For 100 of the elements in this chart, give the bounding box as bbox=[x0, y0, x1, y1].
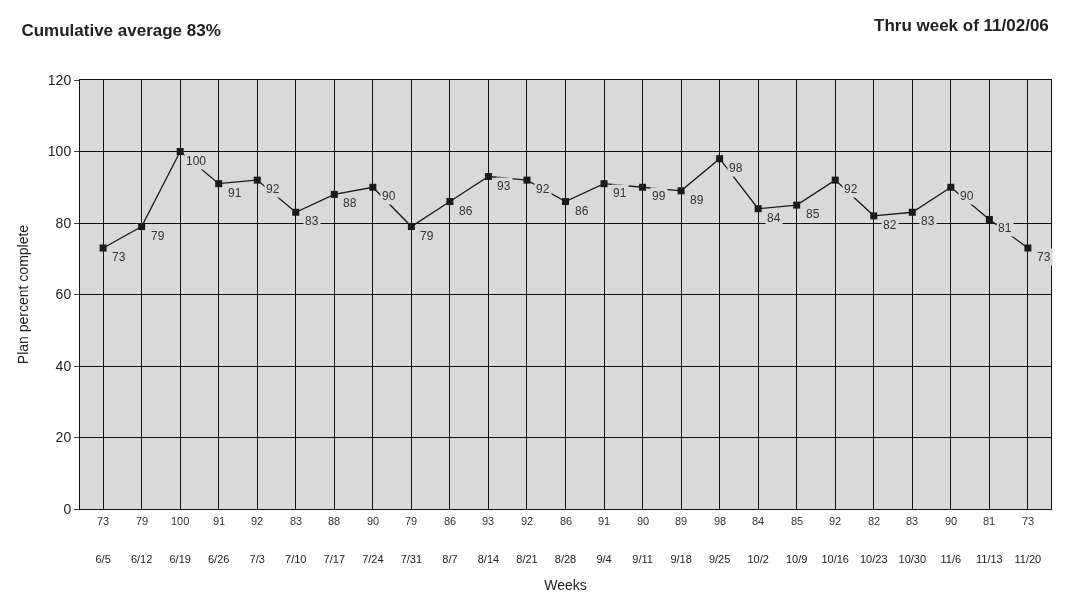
data-label: 100 bbox=[171, 515, 190, 527]
x-tick-label: 11/6 bbox=[940, 553, 962, 566]
data-label: 93 bbox=[482, 515, 495, 527]
point bbox=[484, 173, 492, 181]
point bbox=[754, 205, 762, 213]
annotation: 92 bbox=[844, 182, 858, 196]
annotation: 83 bbox=[921, 214, 935, 228]
annotation: 91 bbox=[613, 186, 627, 200]
y-tick-label: 120 bbox=[47, 71, 72, 88]
point bbox=[369, 183, 377, 191]
data-label: 92 bbox=[829, 515, 842, 527]
point bbox=[793, 201, 801, 209]
annotation: 100 bbox=[186, 154, 207, 168]
x-tick-label: 11/20 bbox=[1014, 553, 1042, 566]
point bbox=[215, 180, 223, 188]
point bbox=[677, 187, 685, 195]
annotation: 89 bbox=[690, 193, 704, 207]
point bbox=[138, 223, 146, 231]
point bbox=[523, 176, 531, 184]
x-axis-title: Weeks bbox=[544, 576, 587, 593]
point bbox=[831, 176, 839, 184]
point bbox=[1024, 244, 1032, 252]
annotation: 98 bbox=[729, 161, 743, 175]
data-label: 86 bbox=[444, 515, 457, 527]
x-tick-label: 6/5 bbox=[95, 553, 111, 566]
annotation: 79 bbox=[151, 229, 165, 243]
x-tick-label: 8/14 bbox=[477, 553, 500, 566]
x-tick-label: 10/16 bbox=[821, 553, 849, 566]
data-label: 90 bbox=[367, 515, 380, 527]
x-tick-label: 6/19 bbox=[169, 553, 191, 566]
annotation: 90 bbox=[382, 189, 396, 203]
data-label: 79 bbox=[136, 515, 149, 527]
x-tick-label: 10/2 bbox=[747, 553, 769, 566]
annotation: 84 bbox=[767, 211, 781, 225]
x-tick-label: 8/7 bbox=[442, 553, 458, 566]
data-label: 91 bbox=[598, 515, 611, 527]
text: 90 bbox=[637, 515, 650, 527]
y-tick-label: 100 bbox=[47, 143, 72, 160]
annotation: 92 bbox=[266, 182, 280, 196]
data-label: 85 bbox=[791, 515, 804, 527]
annotation: 90 bbox=[960, 189, 974, 203]
point bbox=[446, 198, 454, 206]
point bbox=[600, 180, 608, 188]
annotation: 92 bbox=[536, 182, 550, 196]
y-tick-label: 40 bbox=[55, 357, 72, 374]
point bbox=[985, 215, 993, 223]
y-tick-label: 0 bbox=[63, 500, 72, 517]
x-tick-label: 7/10 bbox=[285, 553, 307, 566]
point bbox=[99, 244, 107, 252]
data-label: 84 bbox=[752, 515, 765, 527]
annotation: 88 bbox=[343, 196, 357, 210]
point bbox=[253, 176, 261, 184]
x-tick-label: 7/3 bbox=[249, 553, 265, 566]
point bbox=[908, 208, 916, 216]
chart-subtitle: Thru week of 11/02/06 bbox=[874, 16, 1049, 35]
x-tick-label: 11/13 bbox=[975, 553, 1003, 566]
x-tick-label: 9/11 bbox=[632, 553, 653, 566]
x-tick-label: 6/26 bbox=[208, 553, 230, 566]
data-label: 92 bbox=[251, 515, 264, 527]
annotation: 85 bbox=[806, 207, 820, 221]
point bbox=[947, 183, 955, 191]
data-label: 79 bbox=[405, 515, 418, 527]
y-tick-label: 80 bbox=[55, 214, 72, 231]
data-label: 82 bbox=[868, 515, 881, 527]
data-label: 92 bbox=[521, 515, 534, 527]
data-label: 81 bbox=[983, 515, 996, 527]
x-tick-label: 8/21 bbox=[516, 553, 538, 566]
annotation: 81 bbox=[998, 221, 1012, 235]
annotation: 73 bbox=[112, 250, 126, 264]
x-tick-label: 10/23 bbox=[859, 553, 888, 566]
point bbox=[870, 212, 878, 220]
point bbox=[562, 198, 569, 206]
data-label: 91 bbox=[213, 515, 226, 527]
point bbox=[176, 148, 184, 155]
point bbox=[292, 208, 300, 216]
annotation: 99 bbox=[652, 189, 666, 203]
x-tick-label: 9/4 bbox=[596, 553, 612, 566]
x-tick-label: 7/31 bbox=[400, 553, 423, 566]
x-tick-label: 8/28 bbox=[554, 553, 577, 566]
x-tick-label: 10/9 bbox=[785, 553, 808, 566]
annotation: 93 bbox=[497, 179, 511, 193]
data-label: 86 bbox=[560, 515, 573, 527]
x-tick-label: 9/25 bbox=[708, 553, 731, 566]
annotation: 86 bbox=[459, 204, 473, 218]
point bbox=[639, 183, 647, 191]
data-label: 73 bbox=[97, 515, 110, 527]
data-label: 73 bbox=[1022, 515, 1035, 527]
data-label: 83 bbox=[290, 515, 303, 527]
data-label: 88 bbox=[328, 515, 341, 527]
x-tick-label: 10/30 bbox=[898, 553, 927, 566]
point bbox=[330, 190, 338, 198]
data-label: 89 bbox=[675, 515, 688, 527]
y-tick-label: 60 bbox=[55, 286, 72, 303]
annotation: 73 bbox=[1037, 250, 1051, 264]
x-tick-label: 9/18 bbox=[670, 553, 692, 566]
annotation: 79 bbox=[420, 229, 434, 243]
y-axis-title: Plan percent complete bbox=[15, 224, 32, 365]
x-tick-label: 7/24 bbox=[362, 553, 384, 566]
chart-title: Cumulative average 83% bbox=[21, 20, 221, 40]
annotation: 86 bbox=[575, 204, 589, 218]
